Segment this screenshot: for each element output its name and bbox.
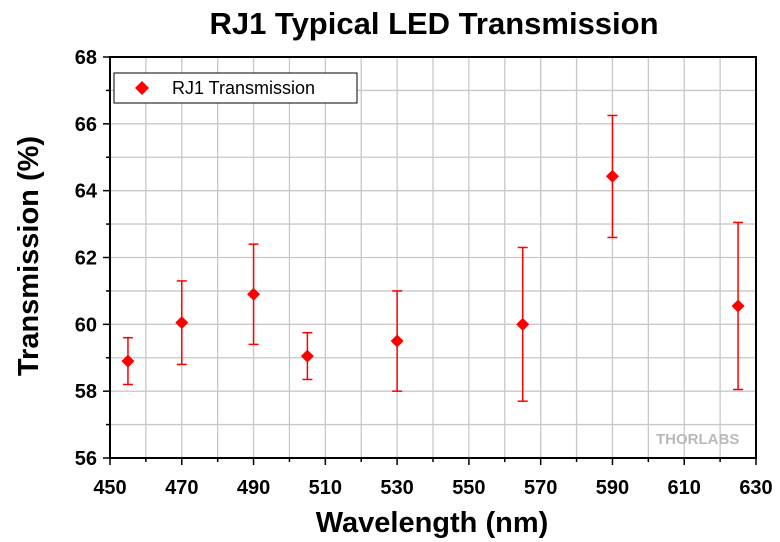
chart-title: RJ1 Typical LED Transmission: [209, 6, 658, 41]
y-tick-label: 62: [75, 248, 97, 270]
x-tick-label: 590: [596, 477, 629, 499]
x-axis-label: Wavelength (nm): [316, 507, 549, 539]
y-tick-labels: 56 58 60 62 64 66 68: [75, 47, 98, 470]
point-marker: [247, 287, 261, 301]
data-point: [605, 114, 619, 239]
x-tick-label: 550: [452, 477, 485, 499]
data-point: [175, 280, 189, 366]
point-marker: [731, 299, 745, 313]
point-marker: [516, 317, 530, 331]
data-point: [390, 290, 404, 392]
y-axis-label: Transmission (%): [13, 136, 45, 376]
y-tick-label: 58: [75, 381, 97, 403]
y-tick-label: 56: [75, 448, 97, 470]
x-tick-labels: 450 470 490 510 530 550 570 590 610 630: [93, 477, 772, 499]
legend-label: RJ1 Transmission: [172, 78, 315, 98]
data-point: [300, 331, 314, 381]
y-tick-label: 68: [75, 47, 97, 69]
point-marker: [300, 349, 314, 363]
point-marker: [121, 354, 135, 368]
x-tick-label: 610: [668, 477, 701, 499]
x-tick-label: 470: [165, 477, 198, 499]
watermark-logo: THORLABS: [656, 431, 739, 448]
point-marker: [390, 334, 404, 348]
data-point: [121, 336, 135, 386]
point-marker: [605, 169, 619, 183]
y-tick-label: 60: [75, 314, 97, 336]
x-tick-label: 510: [309, 477, 342, 499]
legend-box: [113, 72, 358, 104]
y-tick-label: 64: [75, 181, 98, 203]
x-tick-label: 630: [739, 477, 772, 499]
data-point: [247, 243, 261, 346]
data-points: [121, 114, 745, 402]
point-marker: [175, 316, 189, 330]
data-point: [516, 246, 530, 402]
grid: [110, 57, 756, 458]
legend-marker: [135, 81, 149, 95]
data-point: [731, 221, 745, 391]
legend: RJ1 Transmission: [113, 72, 358, 104]
x-tick-label: 490: [237, 477, 270, 499]
axis-ticks: [103, 56, 757, 465]
x-tick-label: 570: [524, 477, 557, 499]
x-tick-label: 530: [380, 477, 413, 499]
x-tick-label: 450: [93, 477, 126, 499]
y-tick-label: 66: [75, 114, 97, 136]
